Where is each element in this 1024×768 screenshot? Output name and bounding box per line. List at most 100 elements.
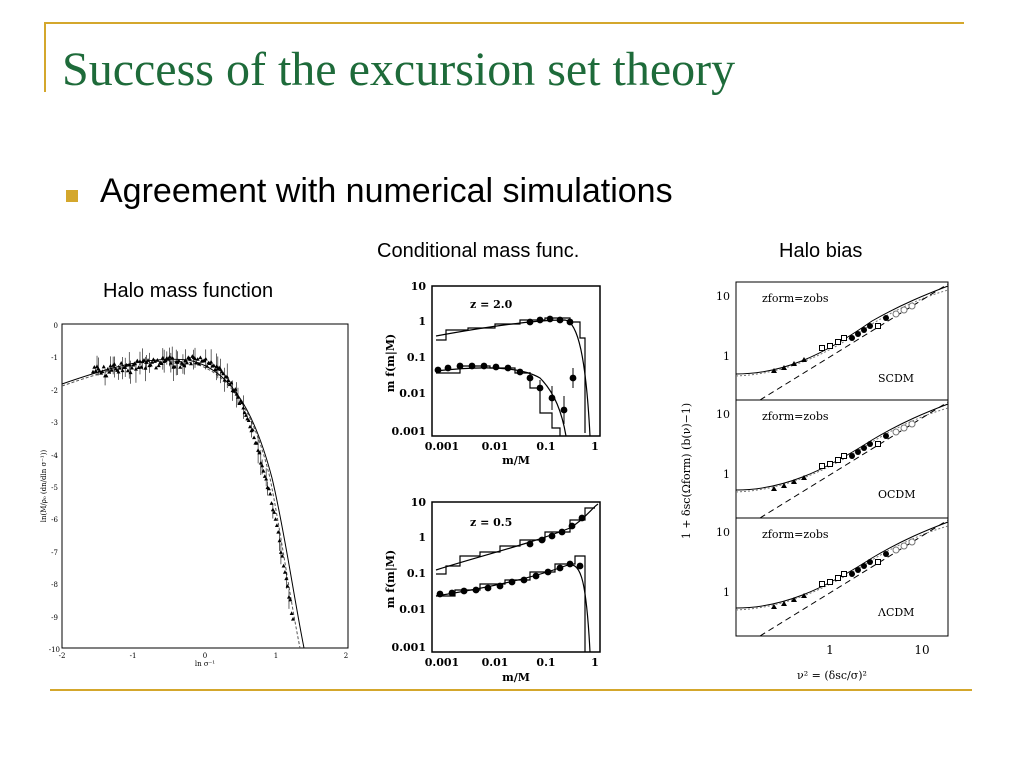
bias-circle-marker [849,335,855,341]
cmf-marker [526,540,534,548]
cmf-marker [576,562,584,570]
hmf-marker [93,368,98,373]
cmf-marker [548,532,556,540]
hmf-marker [166,357,171,361]
bias-circle-marker [861,327,867,333]
cmf-marker [558,528,566,536]
hmf-marker [248,424,253,429]
bias-panel-ytick: 1 [723,350,730,363]
cmf-marker [532,572,540,580]
cmf-bottom-xtick: 0.01 [482,656,509,669]
hmf-marker [285,583,290,588]
cmf-top-xlabel: m/M [502,454,530,467]
bias-square-marker [841,453,847,459]
hmf-marker [205,364,210,368]
hmf-ytick: -8 [51,581,58,589]
cmf-top-ytick: 0.01 [399,387,426,400]
hmf-marker [221,371,226,376]
hmf-marker [257,450,262,455]
hmf-marker [268,491,273,496]
hmf-marker [105,367,110,371]
hmf-marker [101,364,106,369]
hmf-marker [155,358,160,362]
hmf-marker [178,365,183,369]
cmf-marker [444,364,452,372]
cmf-marker [556,316,564,324]
bias-open-circle-marker [900,424,908,432]
bias-triangle-marker [781,483,787,488]
cmf-marker [468,362,476,370]
cmf-marker [566,318,574,326]
hmf-marker [129,365,134,370]
hmf-model-curve [61,358,305,649]
bias-circle-marker [855,567,861,573]
bias-panel-model: SCDM [878,372,914,385]
bias-circle-marker [883,433,889,439]
hmf-marker [159,361,164,366]
cmf-marker [544,568,552,576]
conditional-mass-function-plot-z2: 10 1 0.1 0.01 0.001 0.001 0.01 0.1 1 m/M… [384,280,601,467]
hmf-marker [139,365,144,369]
hmf-marker [163,358,168,363]
hmf-ylabel: ln(M/ρ₀ (dn/dln σ⁻¹)) [40,450,48,523]
cmf-top-ytick: 10 [411,280,427,293]
hmf-marker [252,435,257,440]
cmf-bottom-histogram [436,507,595,575]
hmf-marker [282,570,287,574]
hmf-marker [291,616,295,621]
hmf-marker [276,529,281,534]
caption-halo-bias: Halo bias [779,240,863,262]
cmf-marker [566,560,574,568]
hmf-marker [246,418,251,422]
cmf-bottom-frame [431,501,601,653]
bias-dashed-line [759,283,949,401]
hmf-marker [136,365,141,370]
cmf-top-xtick: 0.001 [425,440,459,453]
cmf-marker [526,318,534,326]
cmf-top-xtick: 0.1 [536,440,555,453]
top-rule [44,22,964,24]
hmf-marker [124,362,129,367]
cmf-marker [536,316,544,324]
hmf-marker [154,365,159,370]
cmf-marker [504,364,512,372]
cmf-marker [508,578,516,586]
hmf-marker [269,501,274,505]
conditional-mass-function-plot-z05: 10 1 0.1 0.01 0.001 0.001 0.01 0.1 1 m/M… [384,496,601,684]
hmf-marker [156,363,161,368]
bias-square-marker [819,581,825,587]
bias-circle-marker [883,315,889,321]
bias-triangle-marker [801,357,807,362]
hmf-ytick: -5 [51,484,58,492]
bias-dashed-line [759,519,949,637]
cmf-marker [520,576,528,584]
bias-triangle-marker [791,479,797,484]
hmf-frame [61,323,349,649]
cmf-bottom-model-curve [435,564,591,653]
hmf-marker [188,361,193,366]
bias-panel-header: zform=zobs [762,410,829,423]
hmf-ytick: -3 [51,419,58,427]
cmf-marker [456,362,464,370]
hmf-marker [242,410,247,415]
cmf-top-data-points [434,315,577,424]
bias-square-marker [835,575,841,581]
cmf-marker [516,368,524,376]
hmf-marker [172,364,177,369]
halo-mass-function-plot: 0 -1 -2 -3 -4 -5 -6 -7 -8 -9 -10 -2 -1 0… [40,322,349,668]
cmf-marker [568,522,576,530]
bottom-rule [50,689,972,691]
bias-square-marker [875,441,881,447]
hmf-xtick: -1 [130,652,137,660]
bias-xlabel: ν² = (δsc/σ)² [797,669,867,682]
cmf-top-xtick: 0.01 [482,440,509,453]
bias-model-curve [735,521,949,609]
cmf-bottom-ytick: 0.01 [399,603,426,616]
bias-circle-marker [849,571,855,577]
cmf-top-histogram [436,365,561,436]
bias-dashed-line [759,401,949,519]
hmf-marker [211,363,216,368]
hmf-marker [237,401,242,406]
bias-circle-marker [867,559,873,565]
cmf-top-model-curve [435,319,591,437]
